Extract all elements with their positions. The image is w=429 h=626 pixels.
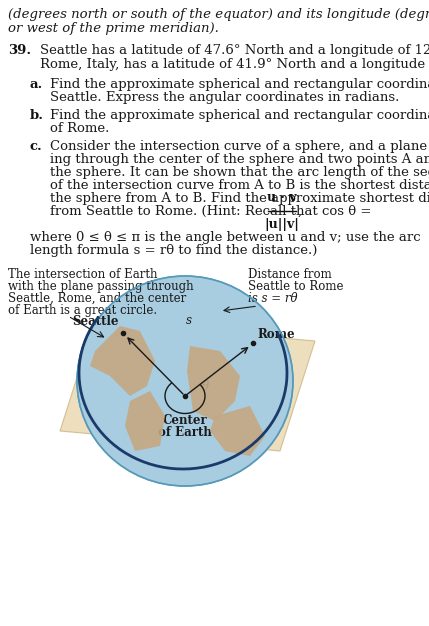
Polygon shape	[90, 326, 155, 396]
Text: where 0 ≤ θ ≤ π is the angle between u and v; use the arc: where 0 ≤ θ ≤ π is the angle between u a…	[30, 231, 420, 244]
Text: Distance from: Distance from	[248, 268, 332, 281]
Text: the sphere. It can be shown that the arc length of the segment: the sphere. It can be shown that the arc…	[50, 166, 429, 179]
Text: 39.: 39.	[8, 44, 31, 57]
Text: a.: a.	[30, 78, 43, 91]
Text: |u||v|: |u||v|	[265, 218, 299, 231]
Text: c.: c.	[30, 140, 43, 153]
Text: the sphere from A to B. Find the approximate shortest distance: the sphere from A to B. Find the approxi…	[50, 192, 429, 205]
Text: Seattle to Rome: Seattle to Rome	[248, 280, 344, 293]
Text: Seattle, Rome, and the center: Seattle, Rome, and the center	[8, 292, 186, 305]
Text: with the plane passing through: with the plane passing through	[8, 280, 193, 293]
Text: Seattle. Express the angular coordinates in radians.: Seattle. Express the angular coordinates…	[50, 91, 399, 104]
Text: Find the approximate spherical and rectangular coordinates: Find the approximate spherical and recta…	[50, 109, 429, 122]
Text: s: s	[186, 314, 192, 327]
Text: u · v: u · v	[267, 191, 297, 204]
Text: Rome, Italy, has a latitude of 41.9° North and a longitude of 12.5° East.: Rome, Italy, has a latitude of 41.9° Nor…	[40, 58, 429, 71]
Text: from Seattle to Rome. (Hint: Recall that cos θ =: from Seattle to Rome. (Hint: Recall that…	[50, 205, 372, 218]
Polygon shape	[187, 346, 240, 421]
Text: (degrees north or south of the equator) and its longitude (degrees east: (degrees north or south of the equator) …	[8, 8, 429, 21]
Text: is s = rθ: is s = rθ	[248, 292, 298, 305]
Text: of Earth is a great circle.: of Earth is a great circle.	[8, 304, 157, 317]
Text: Find the approximate spherical and rectangular coordinates of: Find the approximate spherical and recta…	[50, 78, 429, 91]
Text: Rome: Rome	[257, 328, 295, 341]
Polygon shape	[210, 406, 265, 456]
Text: θ: θ	[202, 379, 208, 393]
Text: b.: b.	[30, 109, 44, 122]
Polygon shape	[125, 391, 165, 451]
Ellipse shape	[77, 276, 293, 486]
Text: ing through the center of the sphere and two points A and B on: ing through the center of the sphere and…	[50, 153, 429, 166]
Text: ,: ,	[298, 205, 302, 217]
Polygon shape	[60, 321, 315, 451]
Text: Seattle: Seattle	[73, 315, 119, 328]
Text: Center: Center	[163, 414, 207, 427]
Text: length formula s = rθ to find the distance.): length formula s = rθ to find the distan…	[30, 244, 317, 257]
Text: The intersection of Earth: The intersection of Earth	[8, 268, 157, 281]
Text: or west of the prime meridian).: or west of the prime meridian).	[8, 22, 219, 35]
Text: of Rome.: of Rome.	[50, 122, 109, 135]
Text: of the intersection curve from A to B is the shortest distance on: of the intersection curve from A to B is…	[50, 179, 429, 192]
Text: Seattle has a latitude of 47.6° North and a longitude of 122.3° West;: Seattle has a latitude of 47.6° North an…	[40, 44, 429, 57]
Text: of Earth: of Earth	[158, 426, 212, 439]
Text: Consider the intersection curve of a sphere, and a plane pass-: Consider the intersection curve of a sph…	[50, 140, 429, 153]
